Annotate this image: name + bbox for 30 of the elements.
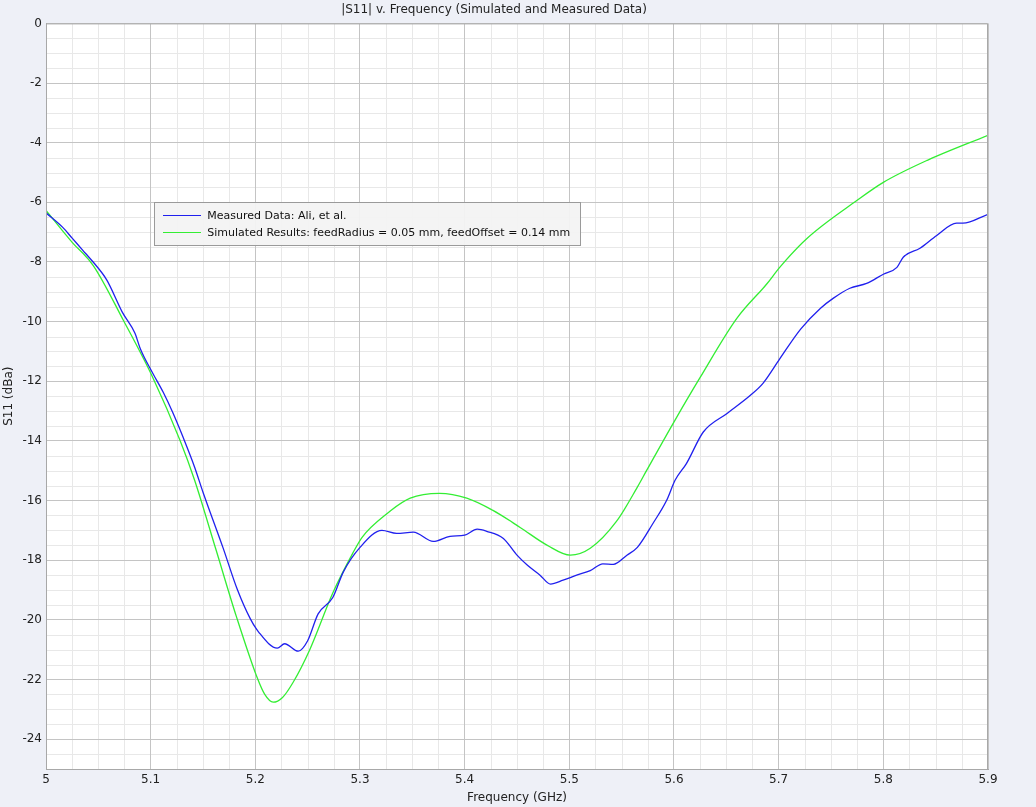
x-tick-label: 5.1 <box>141 772 161 787</box>
y-tick-label: -16 <box>22 492 42 507</box>
y-tick-label: -8 <box>30 254 42 269</box>
y-tick-label: -12 <box>22 373 42 388</box>
legend-label: Measured Data: Ali, et al. <box>207 209 347 223</box>
line-series <box>46 212 988 652</box>
line-series <box>46 134 988 703</box>
x-tick-label: 5.6 <box>664 772 684 787</box>
y-axis-title: S11 (dBa) <box>1 366 16 426</box>
y-tick-label: -2 <box>30 75 42 90</box>
legend-label: Simulated Results: feedRadius = 0.05 mm, feedOffset = 0.14 mm <box>207 226 571 240</box>
x-tick-label: 5 <box>42 772 50 787</box>
x-tick-label: 5.8 <box>873 772 893 787</box>
x-tick-label: 5.5 <box>559 772 579 787</box>
y-tick-label: -22 <box>22 671 42 686</box>
y-tick-label: -10 <box>22 313 42 328</box>
x-tick-label: 5.9 <box>978 772 998 787</box>
x-tick-label: 5.3 <box>350 772 370 787</box>
y-tick-label: -6 <box>30 194 42 209</box>
y-tick-label: -24 <box>22 731 42 746</box>
x-tick-label: 5.2 <box>245 772 265 787</box>
chart-title: |S11| v. Frequency (Simulated and Measured Data) <box>341 2 647 17</box>
y-tick-label: -18 <box>22 552 42 567</box>
y-tick-label: -20 <box>22 612 42 627</box>
x-tick-label: 5.7 <box>769 772 789 787</box>
x-tick-label: 5.4 <box>455 772 475 787</box>
y-tick-label: 0 <box>34 15 42 30</box>
x-axis-title: Frequency (GHz) <box>467 789 567 804</box>
y-tick-label: -14 <box>22 433 42 448</box>
y-tick-label: -4 <box>30 134 42 149</box>
